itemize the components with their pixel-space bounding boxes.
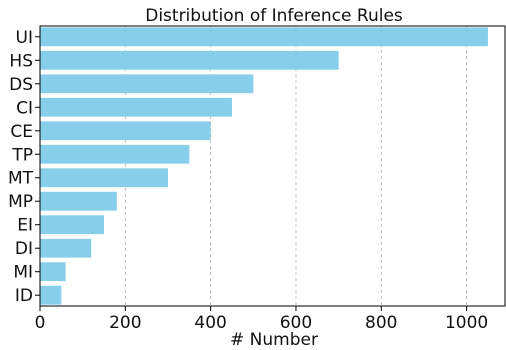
bar-ds <box>40 74 254 94</box>
x-axis-label: # Number <box>230 330 318 350</box>
y-tick-label-ei: EI <box>17 216 33 236</box>
bar-mp <box>40 191 117 211</box>
bar-ui <box>40 27 488 47</box>
x-tick-label: 400 <box>194 313 226 333</box>
y-tick-label-tp: TP <box>11 145 33 165</box>
y-tick-label-hs: HS <box>9 51 33 71</box>
bar-ci <box>40 97 232 117</box>
bar-hs <box>40 50 339 70</box>
bar-di <box>40 238 92 258</box>
y-tick-labels: UI HS DS CI CE TP MT MP EI DI MI ID <box>8 28 40 306</box>
bar-mi <box>40 262 66 282</box>
y-tick-label-mp: MP <box>8 192 33 212</box>
x-tick-label: 1000 <box>445 313 488 333</box>
y-tick-label-ci: CI <box>16 98 33 118</box>
y-tick-label-ce: CE <box>10 122 33 142</box>
bar-ei <box>40 215 104 235</box>
y-tick-label-mi: MI <box>13 263 33 283</box>
bar-tp <box>40 144 190 164</box>
bar-mt <box>40 168 168 188</box>
y-tick-label-id: ID <box>15 286 33 306</box>
y-tick-label-di: DI <box>15 239 33 259</box>
grid-lines <box>124 26 468 306</box>
y-tick-label-ui: UI <box>16 28 33 48</box>
bar-ce <box>40 121 211 141</box>
plot-frame <box>39 25 506 307</box>
x-tick-label: 600 <box>280 313 312 333</box>
x-tick-label: 0 <box>35 313 46 333</box>
bar-id <box>40 285 62 305</box>
y-tick-label-ds: DS <box>9 75 33 95</box>
x-tick-label: 200 <box>109 313 141 333</box>
x-tick-labels: 0 200 400 600 800 1000 <box>35 306 488 333</box>
y-tick-label-mt: MT <box>8 169 34 189</box>
x-tick-label: 800 <box>365 313 397 333</box>
bars <box>40 27 488 305</box>
chart-title: Distribution of Inference Rules <box>145 6 403 26</box>
